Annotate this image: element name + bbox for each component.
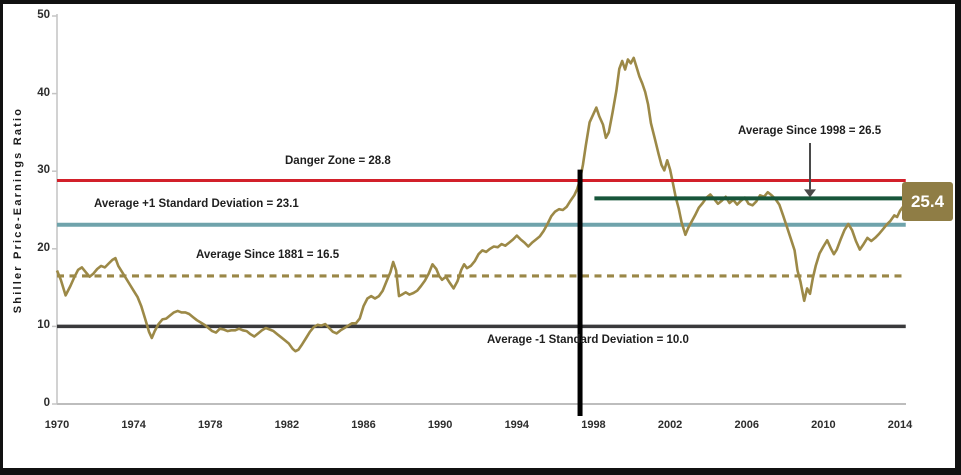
latest-value-badge: 25.4 — [902, 182, 953, 221]
x-tick-label: 1990 — [427, 419, 453, 431]
y-tick-label: 0 — [43, 397, 50, 409]
x-tick-label: 1994 — [504, 419, 530, 431]
x-tick-label: 1970 — [44, 419, 70, 431]
x-tick-label: 2014 — [887, 419, 913, 431]
x-tick-label: 1986 — [351, 419, 376, 431]
annotation-arrowhead-icon — [804, 189, 816, 198]
y-tick-label: 20 — [37, 241, 50, 254]
y-tick-label: 30 — [37, 164, 50, 177]
x-tick-label: 1982 — [274, 419, 300, 431]
avg-since-1881-label: Average Since 1881 = 16.5 — [196, 249, 340, 261]
x-tick-label: 1978 — [198, 419, 223, 431]
y-tick-label: 10 — [37, 319, 50, 332]
avg-minus1-stdev-label: Average -1 Standard Deviation = 10.0 — [487, 334, 689, 346]
x-tick-label: 1974 — [121, 419, 146, 431]
avg-since-1998-label: Average Since 1998 = 26.5 — [738, 125, 882, 137]
x-tick-label: 2010 — [811, 419, 836, 431]
danger-zone-label: Danger Zone = 28.8 — [285, 155, 391, 167]
y-tick-label: 50 — [37, 9, 50, 21]
x-tick-label: 1998 — [581, 419, 606, 431]
x-tick-label: 2002 — [657, 419, 683, 431]
avg-plus1-stdev-label: Average +1 Standard Deviation = 23.1 — [94, 198, 299, 210]
x-tick-label: 2006 — [734, 419, 759, 431]
y-tick-label: 40 — [37, 86, 50, 99]
y-axis-title: Shiller Price-Earnings Ratio — [12, 106, 24, 314]
